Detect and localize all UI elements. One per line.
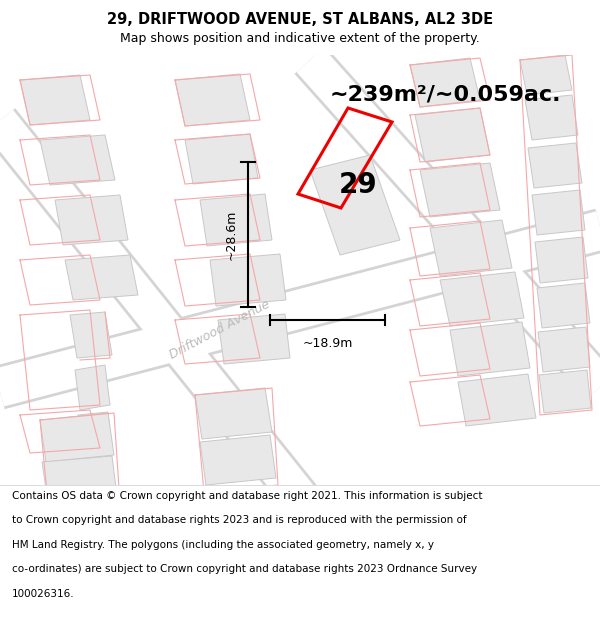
Polygon shape	[75, 365, 110, 410]
Polygon shape	[420, 163, 500, 217]
Polygon shape	[195, 388, 272, 439]
Polygon shape	[175, 74, 250, 126]
Polygon shape	[40, 135, 115, 185]
Text: 29: 29	[338, 171, 377, 199]
Polygon shape	[538, 327, 590, 372]
Text: HM Land Registry. The polygons (including the associated geometry, namely x, y: HM Land Registry. The polygons (includin…	[12, 539, 434, 549]
Polygon shape	[537, 283, 590, 328]
Polygon shape	[430, 220, 512, 276]
Polygon shape	[40, 413, 114, 462]
Polygon shape	[310, 155, 400, 255]
Text: co-ordinates) are subject to Crown copyright and database rights 2023 Ordnance S: co-ordinates) are subject to Crown copyr…	[12, 564, 477, 574]
Polygon shape	[539, 370, 591, 413]
Polygon shape	[42, 456, 117, 503]
Text: 100026316.: 100026316.	[12, 589, 74, 599]
Polygon shape	[520, 55, 572, 95]
Polygon shape	[200, 435, 276, 485]
Polygon shape	[525, 95, 578, 140]
Text: 29, DRIFTWOOD AVENUE, ST ALBANS, AL2 3DE: 29, DRIFTWOOD AVENUE, ST ALBANS, AL2 3DE	[107, 12, 493, 27]
Text: Contains OS data © Crown copyright and database right 2021. This information is : Contains OS data © Crown copyright and d…	[12, 491, 482, 501]
Polygon shape	[440, 272, 524, 326]
Polygon shape	[185, 134, 258, 184]
Text: Driftwood Avenue: Driftwood Avenue	[167, 298, 272, 362]
Polygon shape	[55, 195, 128, 245]
Text: ~18.9m: ~18.9m	[302, 338, 353, 350]
Polygon shape	[532, 190, 585, 235]
Text: to Crown copyright and database rights 2023 and is reproduced with the permissio: to Crown copyright and database rights 2…	[12, 515, 467, 525]
Polygon shape	[218, 314, 290, 364]
Polygon shape	[210, 254, 286, 306]
Polygon shape	[410, 58, 480, 107]
Polygon shape	[78, 412, 112, 453]
Text: Map shows position and indicative extent of the property.: Map shows position and indicative extent…	[120, 32, 480, 45]
Text: ~28.6m: ~28.6m	[224, 209, 237, 260]
Polygon shape	[65, 255, 138, 300]
Polygon shape	[528, 143, 582, 188]
Polygon shape	[535, 237, 588, 283]
Polygon shape	[70, 312, 112, 358]
Polygon shape	[415, 108, 490, 162]
Text: ~239m²/~0.059ac.: ~239m²/~0.059ac.	[330, 85, 562, 105]
Polygon shape	[200, 194, 272, 246]
Polygon shape	[20, 75, 90, 125]
Polygon shape	[450, 322, 530, 376]
Polygon shape	[458, 374, 536, 426]
